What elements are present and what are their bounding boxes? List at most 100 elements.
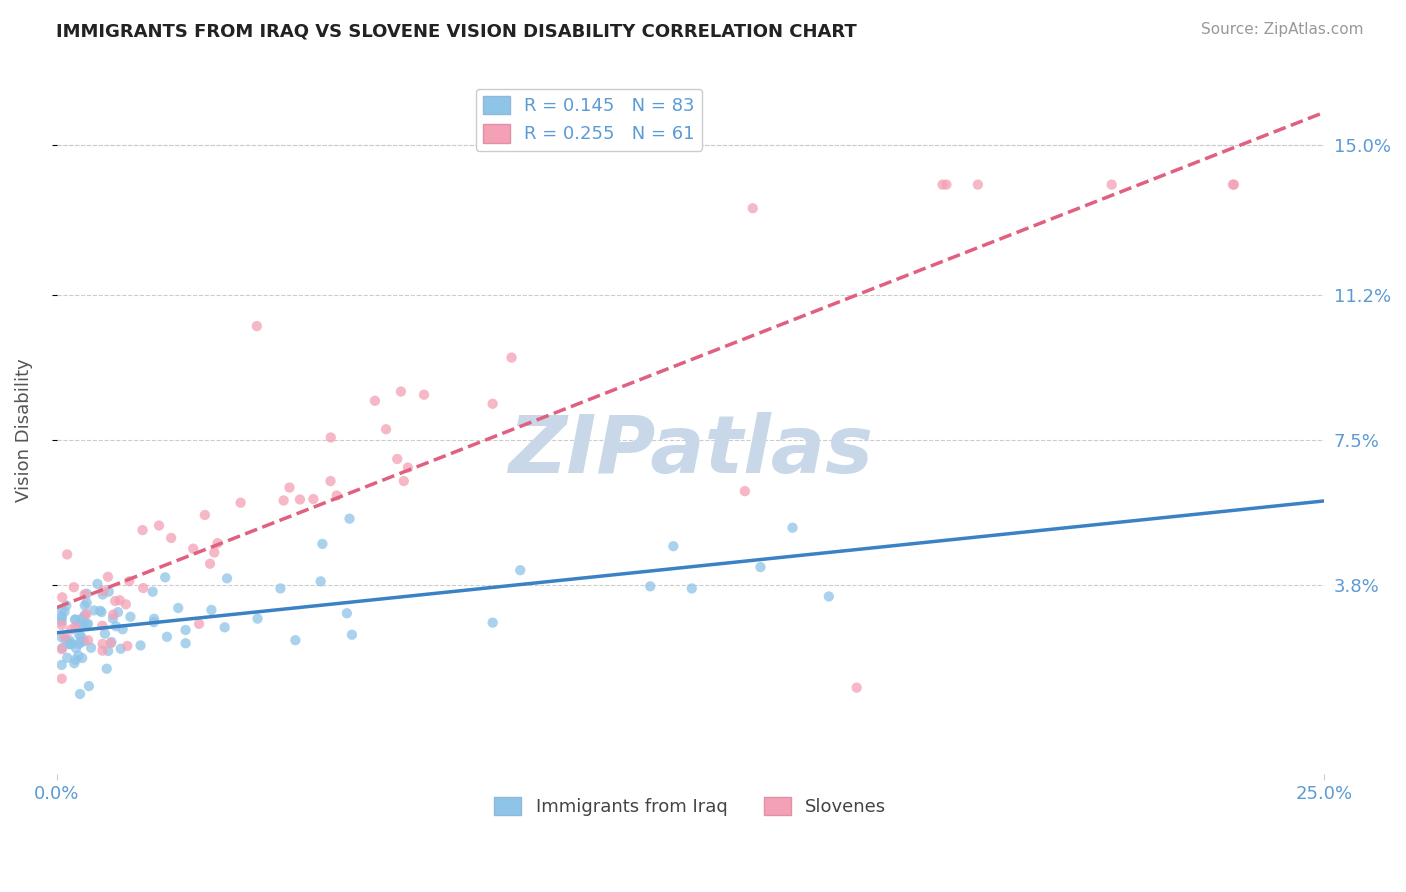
Point [97, 644, 120, 658]
Point [63, 657, 86, 671]
Point [91, 637, 114, 651]
Point [160, 531, 183, 545]
Point [59, 637, 82, 651]
Point [51, 611, 73, 625]
Point [65, 652, 87, 666]
Point [60, 636, 83, 650]
Point [129, 639, 152, 653]
Point [103, 607, 125, 622]
Point [142, 615, 165, 629]
Point [91, 587, 114, 601]
Point [782, 521, 804, 535]
Point [51, 618, 73, 632]
Point [284, 633, 307, 648]
Text: IMMIGRANTS FROM IRAQ VS SLOVENE VISION DISABILITY CORRELATION CHART: IMMIGRANTS FROM IRAQ VS SLOVENE VISION D… [56, 22, 858, 40]
Point [51, 657, 73, 672]
Point [77, 633, 100, 648]
Point [325, 489, 347, 503]
Point [70, 630, 93, 644]
Point [481, 615, 503, 630]
Point [72, 616, 94, 631]
Point [65, 620, 87, 634]
Point [97, 570, 120, 584]
Point [58, 633, 80, 648]
Point [278, 481, 301, 495]
Point [73, 608, 96, 623]
Point [67, 618, 90, 632]
Point [55, 599, 77, 613]
Point [91, 643, 114, 657]
Point [83, 603, 105, 617]
Point [65, 641, 87, 656]
Point [90, 605, 112, 619]
Point [51, 591, 73, 605]
Point [319, 430, 342, 444]
Point [70, 612, 93, 626]
Point [389, 384, 412, 399]
Point [107, 605, 129, 619]
Point [75, 607, 97, 621]
Point [273, 493, 295, 508]
Point [117, 639, 139, 653]
Point [69, 687, 91, 701]
Point [375, 422, 398, 436]
Point [108, 593, 131, 607]
Point [104, 619, 127, 633]
Point [681, 582, 703, 596]
Point [174, 636, 197, 650]
Point [734, 484, 756, 499]
Point [1223, 178, 1246, 192]
Point [111, 622, 134, 636]
Point [51, 615, 73, 629]
Point [67, 648, 90, 663]
Point [56, 650, 79, 665]
Point [53, 630, 76, 644]
Point [53, 605, 76, 619]
Point [413, 388, 436, 402]
Point [1101, 178, 1123, 192]
Point [817, 590, 839, 604]
Point [70, 635, 93, 649]
Point [309, 574, 332, 589]
Point [481, 397, 503, 411]
Point [118, 574, 141, 589]
Point [80, 640, 103, 655]
Point [246, 612, 269, 626]
Point [110, 641, 132, 656]
Point [55, 632, 77, 647]
Y-axis label: Vision Disability: Vision Disability [15, 359, 32, 502]
Point [96, 662, 118, 676]
Point [935, 178, 957, 192]
Point [311, 537, 333, 551]
Point [63, 613, 86, 627]
Point [167, 601, 190, 615]
Point [336, 606, 359, 620]
Point [967, 178, 990, 192]
Point [396, 460, 419, 475]
Point [229, 496, 252, 510]
Point [202, 545, 225, 559]
Point [76, 617, 98, 632]
Point [73, 599, 96, 613]
Point [100, 635, 122, 649]
Point [215, 571, 238, 585]
Text: Source: ZipAtlas.com: Source: ZipAtlas.com [1201, 22, 1364, 37]
Point [51, 630, 73, 644]
Point [94, 626, 117, 640]
Point [73, 634, 96, 648]
Point [200, 603, 222, 617]
Point [339, 511, 361, 525]
Text: ZIPatlas: ZIPatlas [508, 412, 873, 490]
Point [269, 582, 291, 596]
Point [97, 584, 120, 599]
Point [1222, 178, 1244, 192]
Point [77, 679, 100, 693]
Point [749, 560, 772, 574]
Point [509, 563, 531, 577]
Point [142, 584, 165, 599]
Point [501, 351, 523, 365]
Point [302, 491, 325, 506]
Point [56, 548, 79, 562]
Point [214, 620, 236, 634]
Point [246, 319, 269, 334]
